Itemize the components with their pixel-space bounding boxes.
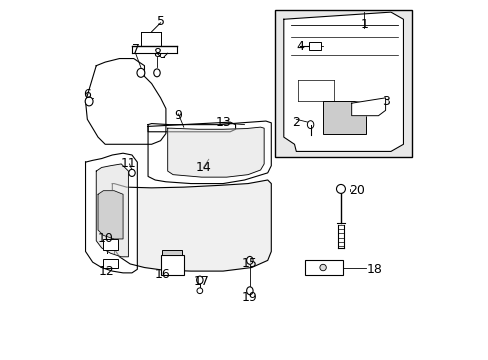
Text: 4: 4: [295, 40, 303, 53]
Ellipse shape: [137, 68, 144, 77]
Text: 9: 9: [174, 109, 182, 122]
Bar: [308, 42, 321, 50]
Text: 8: 8: [153, 47, 161, 60]
Polygon shape: [148, 121, 271, 184]
Polygon shape: [112, 180, 271, 271]
Bar: [323, 102, 365, 134]
Polygon shape: [85, 59, 165, 144]
Text: 6: 6: [82, 88, 90, 101]
Polygon shape: [351, 98, 385, 116]
Ellipse shape: [246, 256, 253, 264]
Text: 12: 12: [99, 265, 115, 278]
Text: 14: 14: [195, 161, 211, 174]
Text: 10: 10: [97, 233, 113, 246]
Text: 2: 2: [292, 116, 300, 129]
Text: 13: 13: [215, 116, 230, 129]
Text: 5: 5: [156, 14, 164, 27]
Ellipse shape: [153, 69, 160, 77]
Text: 17: 17: [193, 275, 209, 288]
Bar: [274, 10, 411, 157]
Polygon shape: [98, 191, 123, 239]
Text: 18: 18: [366, 263, 382, 276]
Text: 1: 1: [360, 18, 367, 31]
Text: 3: 3: [381, 95, 389, 108]
Ellipse shape: [128, 169, 135, 176]
Bar: [162, 249, 182, 255]
Polygon shape: [96, 164, 128, 257]
Text: 16: 16: [154, 268, 170, 281]
Ellipse shape: [196, 276, 203, 284]
Text: 19: 19: [242, 291, 257, 305]
Polygon shape: [283, 12, 403, 152]
Text: 15: 15: [242, 257, 257, 270]
Bar: [103, 258, 118, 267]
Text: 20: 20: [348, 184, 364, 197]
Ellipse shape: [197, 288, 203, 294]
Ellipse shape: [85, 97, 93, 106]
Ellipse shape: [336, 184, 345, 193]
Bar: [160, 255, 183, 275]
Ellipse shape: [246, 287, 253, 295]
Polygon shape: [148, 122, 235, 132]
Text: 11: 11: [120, 157, 136, 170]
Bar: [103, 239, 118, 249]
Ellipse shape: [319, 264, 325, 271]
Bar: [305, 260, 342, 275]
Ellipse shape: [307, 121, 313, 129]
Text: 7: 7: [131, 43, 139, 56]
Polygon shape: [85, 153, 137, 273]
Polygon shape: [167, 127, 264, 177]
